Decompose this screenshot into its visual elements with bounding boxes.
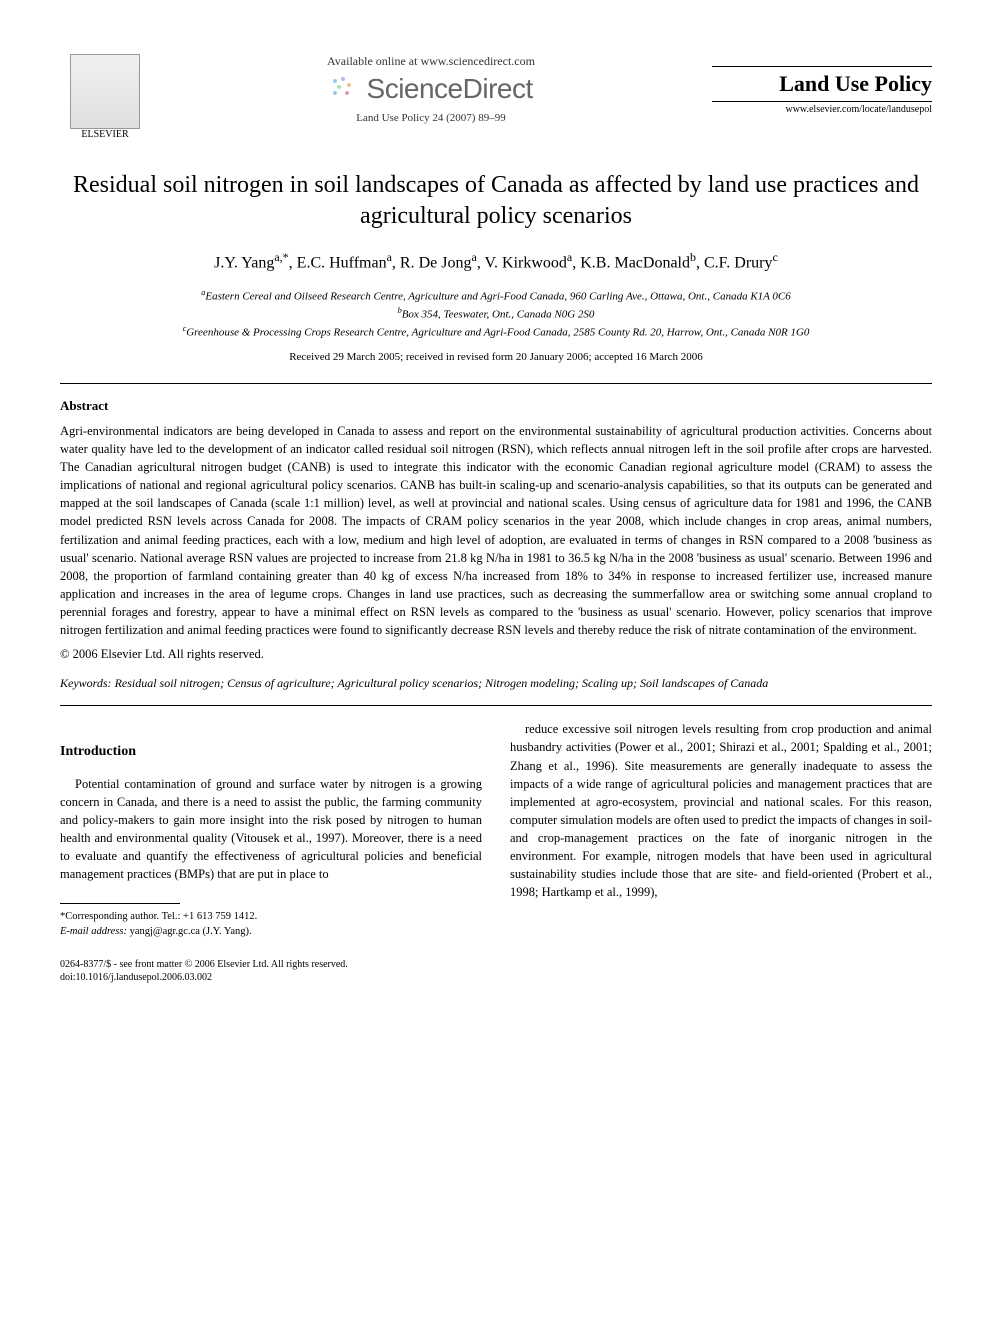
journal-url: www.elsevier.com/locate/landusepol [712, 104, 932, 115]
elsevier-tree-icon [70, 54, 140, 129]
rule-top [60, 383, 932, 384]
abstract-heading: Abstract [60, 398, 932, 414]
introduction-heading: Introduction [60, 742, 482, 762]
page-header: ELSEVIER Available online at www.science… [60, 40, 932, 140]
abstract-copyright: © 2006 Elsevier Ltd. All rights reserved… [60, 647, 932, 662]
doi-line: doi:10.1016/j.landusepol.2006.03.002 [60, 971, 932, 984]
keywords-label: Keywords: [60, 676, 112, 690]
authors-line: J.Y. Yanga,*, E.C. Huffmana, R. De Jonga… [60, 250, 932, 272]
issn-line: 0264-8377/$ - see front matter © 2006 El… [60, 958, 932, 971]
corresponding-author: *Corresponding author. Tel.: +1 613 759 … [60, 910, 482, 925]
affiliation-b: bBox 354, Teeswater, Ont., Canada N0G 2S… [60, 305, 932, 323]
affiliation-c: cGreenhouse & Processing Crops Research … [60, 323, 932, 341]
available-online-line: Available online at www.sciencedirect.co… [170, 54, 692, 69]
introduction-text-col2: reduce excessive soil nitrogen levels re… [510, 720, 932, 901]
publisher-name: ELSEVIER [81, 129, 128, 140]
header-center: Available online at www.sciencedirect.co… [150, 54, 712, 127]
sciencedirect-dots-icon [329, 74, 353, 106]
introduction-section: Introduction Potential contamination of … [60, 720, 932, 939]
journal-title-box: Land Use Policy [712, 66, 932, 102]
article-dates: Received 29 March 2005; received in revi… [60, 351, 932, 363]
footer: 0264-8377/$ - see front matter © 2006 El… [60, 958, 932, 984]
journal-title: Land Use Policy [779, 71, 932, 96]
sciencedirect-logo: ScienceDirect [170, 73, 692, 107]
elsevier-logo: ELSEVIER [60, 40, 150, 140]
abstract-text: Agri-environmental indicators are being … [60, 422, 932, 640]
introduction-columns: Introduction Potential contamination of … [60, 720, 932, 939]
sciencedirect-label: ScienceDirect [367, 73, 533, 104]
keywords-text: Residual soil nitrogen; Census of agricu… [115, 676, 769, 690]
rule-bottom [60, 705, 932, 706]
introduction-text-col1: Potential contamination of ground and su… [60, 775, 482, 884]
affiliations: aEastern Cereal and Oilseed Research Cen… [60, 287, 932, 341]
affiliation-a: aEastern Cereal and Oilseed Research Cen… [60, 287, 932, 305]
header-right: Land Use Policy www.elsevier.com/locate/… [712, 66, 932, 115]
email-value: yangj@agr.gc.ca (J.Y. Yang). [130, 926, 252, 937]
footnotes: *Corresponding author. Tel.: +1 613 759 … [60, 910, 482, 939]
keywords-line: Keywords: Residual soil nitrogen; Census… [60, 676, 932, 691]
email-line: E-mail address: yangj@agr.gc.ca (J.Y. Ya… [60, 925, 482, 940]
email-label: E-mail address: [60, 926, 127, 937]
article-title: Residual soil nitrogen in soil landscape… [60, 170, 932, 232]
footnote-separator [60, 903, 180, 904]
journal-reference: Land Use Policy 24 (2007) 89–99 [170, 112, 692, 124]
